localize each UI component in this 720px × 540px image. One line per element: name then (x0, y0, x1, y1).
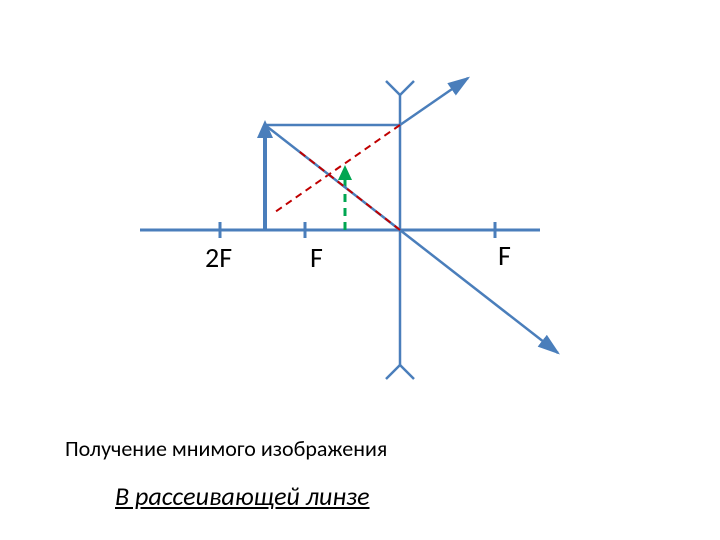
caption-line1: Получение мнимого изображения (65, 435, 387, 462)
diagram-svg (100, 40, 580, 380)
label-f-right: F (498, 238, 511, 273)
lens-bottom-notch-right (400, 365, 414, 379)
label-2f: 2F (205, 240, 232, 275)
caption-line2: В рассеивающей линзе (115, 480, 370, 512)
central-ray (265, 125, 558, 353)
label-f-left: F (310, 240, 323, 275)
optics-diagram: 2F F F (100, 40, 580, 360)
lens-bottom-notch-left (386, 365, 400, 379)
parallel-ray-extension (275, 125, 400, 212)
lens-top-notch-left (386, 81, 400, 95)
lens-top-notch-right (400, 81, 414, 95)
